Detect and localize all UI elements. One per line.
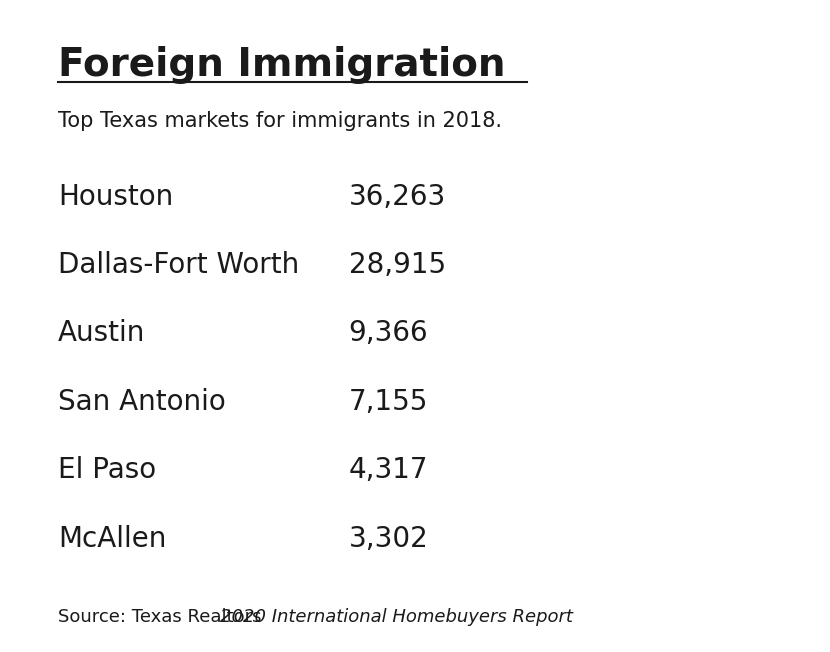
Text: 36,263: 36,263 bbox=[349, 183, 446, 211]
Text: 7,155: 7,155 bbox=[349, 388, 428, 416]
Text: Dallas-Fort Worth: Dallas-Fort Worth bbox=[58, 251, 300, 279]
Text: Foreign Immigration: Foreign Immigration bbox=[58, 46, 505, 83]
Text: 4,317: 4,317 bbox=[349, 456, 428, 484]
Text: 9,366: 9,366 bbox=[349, 319, 428, 348]
Text: Top Texas markets for immigrants in 2018.: Top Texas markets for immigrants in 2018… bbox=[58, 111, 502, 131]
Text: San Antonio: San Antonio bbox=[58, 388, 226, 416]
Text: 28,915: 28,915 bbox=[349, 251, 446, 279]
Text: Austin: Austin bbox=[58, 319, 145, 348]
Text: 2020 International Homebuyers Report: 2020 International Homebuyers Report bbox=[220, 608, 573, 626]
Text: McAllen: McAllen bbox=[58, 525, 167, 553]
Text: Houston: Houston bbox=[58, 183, 173, 211]
Text: 3,302: 3,302 bbox=[349, 525, 428, 553]
Text: Source: Texas Realtors: Source: Texas Realtors bbox=[58, 608, 267, 626]
Text: El Paso: El Paso bbox=[58, 456, 156, 484]
